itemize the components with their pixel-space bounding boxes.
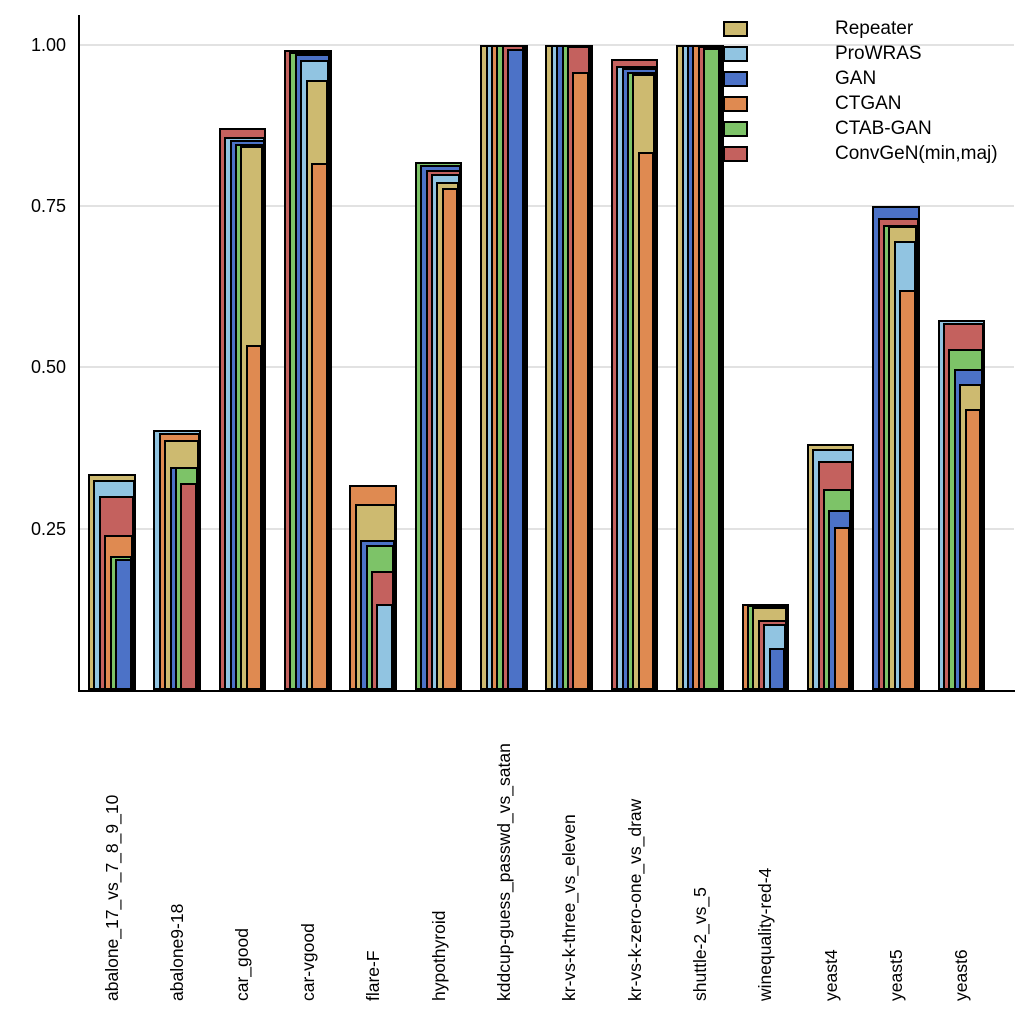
x-category-label: flare-F — [363, 950, 384, 1001]
bar-GAN-winequality-red-4 — [768, 648, 785, 690]
legend-label: ConvGeN(min,maj) — [835, 143, 998, 164]
bar-CTGAN-car-vgood — [311, 162, 328, 690]
x-category-label: winequality-red-4 — [755, 867, 776, 1001]
legend-label: CTAB-GAN — [835, 118, 932, 139]
legend-item: ConvGeN(min,maj) — [723, 141, 998, 166]
legend-swatch-icon — [723, 145, 748, 162]
x-category-label: yeast6 — [951, 949, 972, 1001]
x-category-label: kr-vs-k-three_vs_eleven — [559, 814, 580, 1001]
bar-CTGAN-yeast5 — [899, 289, 916, 690]
bar-ProWRAS-flare-F — [376, 604, 393, 690]
x-category-label: yeast5 — [885, 949, 906, 1001]
bar-GAN-kddcup-guess_passwd_vs_satan — [507, 49, 524, 690]
y-tick-label: 1.00 — [30, 34, 66, 55]
y-tick-label: 0.75 — [30, 195, 66, 216]
y-tick-label: 0.50 — [30, 357, 66, 378]
legend-item: ProWRAS — [723, 41, 998, 66]
legend-swatch-icon — [723, 45, 748, 62]
y-tick-label: 0.25 — [30, 518, 66, 539]
x-category-label: kddcup-guess_passwd_vs_satan — [493, 743, 514, 1001]
legend-item: GAN — [723, 66, 998, 91]
legend-swatch-icon — [723, 20, 748, 37]
x-category-label: car_good — [232, 928, 253, 1001]
legend-item: CTGAN — [723, 91, 998, 116]
x-category-label: hypothyroid — [428, 910, 449, 1001]
y-axis-line — [78, 15, 80, 692]
bar-GAN-abalone_17_vs_7_8_9_10 — [115, 558, 132, 690]
x-category-label: car-vgood — [297, 923, 318, 1001]
bar-CTGAN-yeast6 — [964, 409, 982, 690]
legend-label: GAN — [835, 68, 877, 89]
bar-ConvGeN(min,maj)-abalone9-18 — [180, 483, 197, 690]
x-category-label: kr-vs-k-zero-one_vs_draw — [624, 798, 645, 1001]
legend-item: CTAB-GAN — [723, 116, 998, 141]
x-axis-line — [78, 690, 1015, 692]
bar-CTGAN-kr-vs-k-three_vs_eleven — [572, 72, 589, 690]
legend-label: ProWRAS — [835, 43, 922, 64]
legend-item: Repeater — [723, 16, 998, 41]
bar-CTAB-GAN-shuttle-2_vs_5 — [703, 48, 720, 690]
x-category-label: yeast4 — [820, 949, 841, 1001]
x-category-label: abalone_17_vs_7_8_9_10 — [101, 794, 122, 1001]
x-category-label: shuttle-2_vs_5 — [689, 887, 710, 1001]
legend-label: CTGAN — [835, 93, 902, 114]
legend-label: Repeater — [835, 18, 914, 39]
bar-CTGAN-hypothyroid — [441, 187, 459, 690]
legend-swatch-icon — [723, 120, 748, 137]
x-category-label: abalone9-18 — [167, 903, 188, 1001]
bar-CTGAN-yeast4 — [833, 527, 851, 690]
legend: Repeater ProWRAS GAN CTGAN CTAB-GAN ConvGeN(m… — [723, 16, 998, 166]
legend-swatch-icon — [723, 95, 748, 112]
bar-CTGAN-kr-vs-k-zero-one_vs_draw — [637, 152, 655, 690]
bar-CTGAN-car_good — [245, 344, 263, 690]
legend-swatch-icon — [723, 70, 748, 87]
